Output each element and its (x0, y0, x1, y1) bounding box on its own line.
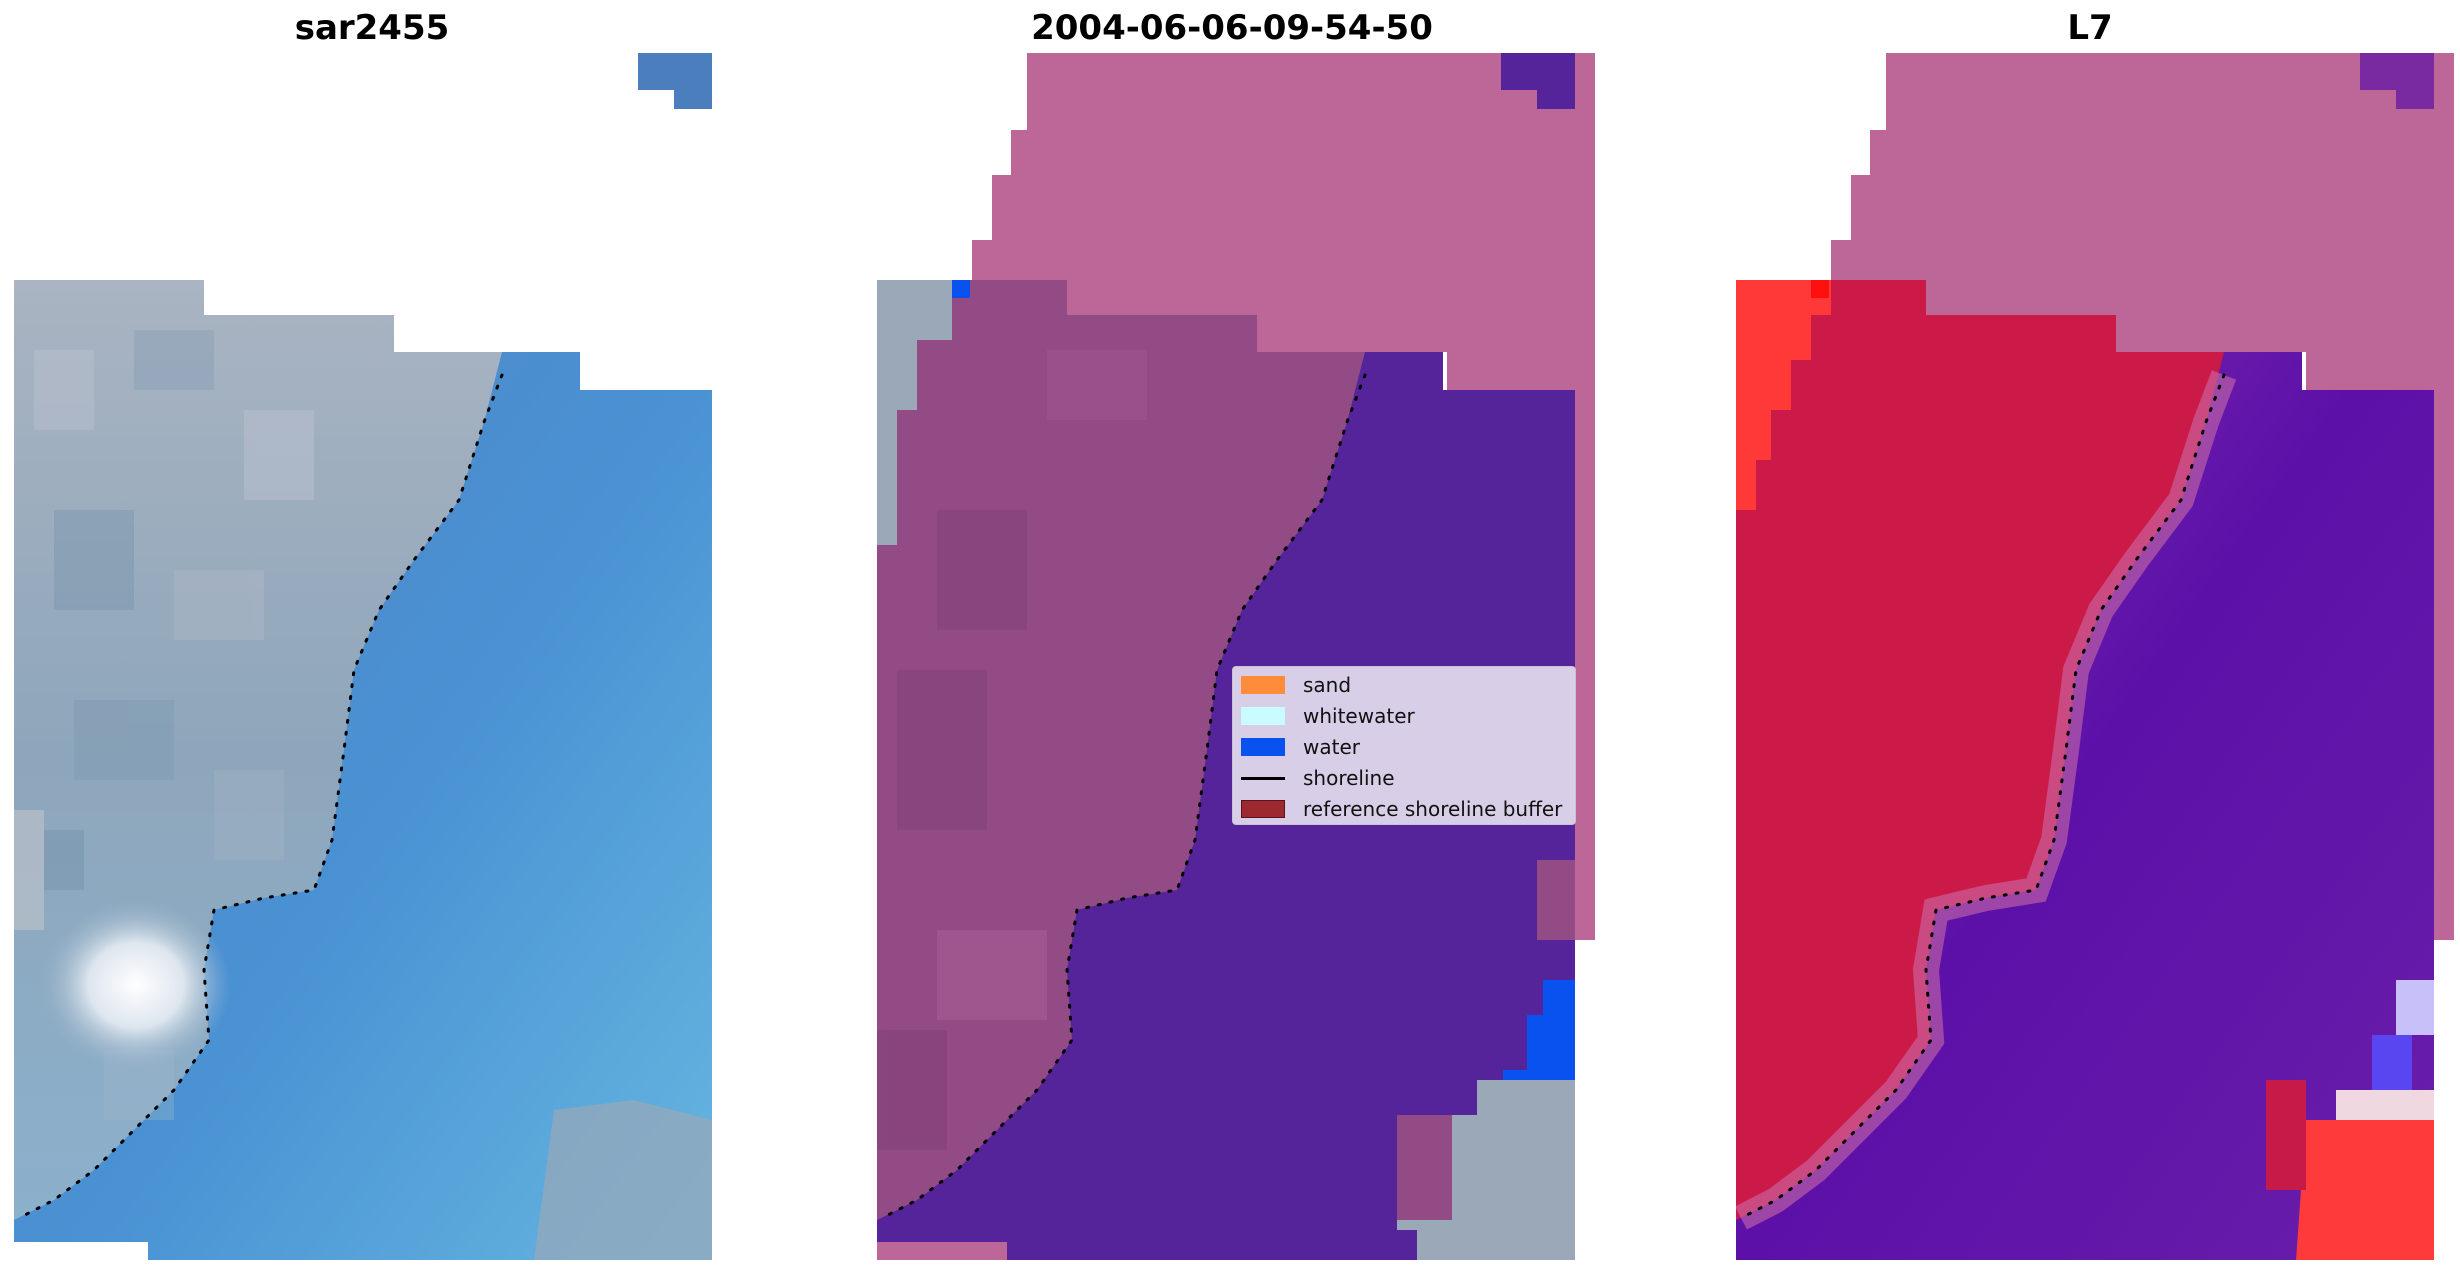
legend-label-buffer: reference shoreline buffer (1303, 797, 1563, 821)
classified-image (877, 53, 1595, 1260)
legend-label-sand: sand (1303, 673, 1352, 697)
whitewater-swatch (1241, 707, 1285, 725)
shoreline-line-swatch (1241, 776, 1285, 780)
panel-title-classified: 2004-06-06-09-54-50 (1031, 8, 1433, 48)
legend-label-whitewater: whitewater (1303, 704, 1415, 728)
legend-item-shoreline: shoreline (1241, 766, 1395, 790)
water-swatch (1241, 738, 1285, 756)
panel-title-index: L7 (2067, 8, 2113, 48)
sand-swatch (1241, 676, 1285, 694)
panel-title-rgb: sar2455 (294, 8, 450, 48)
legend-item-whitewater: whitewater (1241, 704, 1415, 728)
legend-label-shoreline: shoreline (1303, 766, 1395, 790)
legend: sand whitewater water shoreline referenc… (1232, 666, 1576, 825)
legend-label-water: water (1303, 735, 1360, 759)
index-image (1736, 53, 2454, 1260)
legend-item-buffer: reference shoreline buffer (1241, 797, 1562, 821)
buffer-swatch (1241, 800, 1285, 818)
legend-item-sand: sand (1241, 673, 1351, 697)
rgb-image (14, 53, 712, 1260)
legend-item-water: water (1241, 735, 1360, 759)
